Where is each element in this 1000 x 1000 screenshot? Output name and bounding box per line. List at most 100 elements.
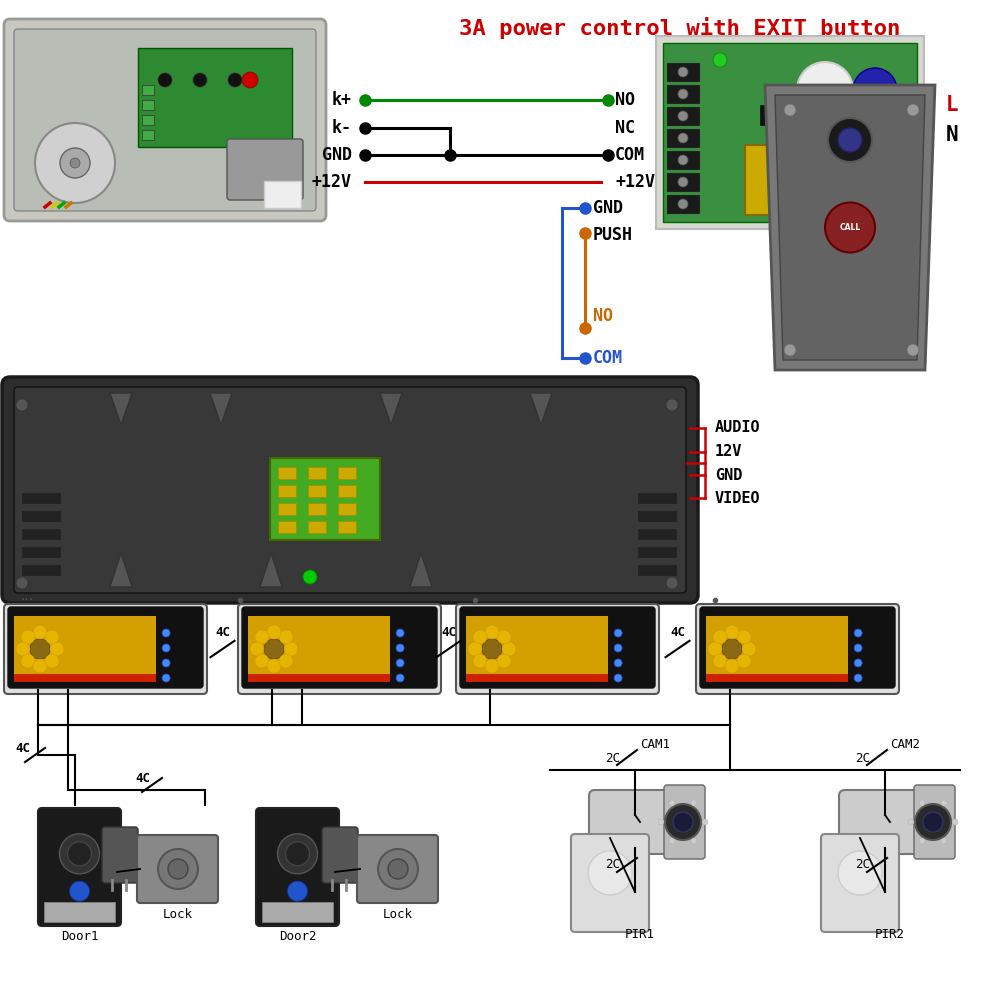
Text: COM: COM: [615, 146, 645, 164]
Circle shape: [828, 118, 872, 162]
Circle shape: [713, 654, 727, 668]
Bar: [638, 493, 676, 503]
Circle shape: [45, 654, 59, 668]
Bar: [142, 115, 154, 125]
Circle shape: [919, 800, 925, 806]
Circle shape: [279, 630, 293, 644]
Text: N: N: [946, 125, 958, 145]
Circle shape: [396, 674, 404, 682]
Text: GND: GND: [322, 146, 352, 164]
Circle shape: [396, 629, 404, 637]
FancyBboxPatch shape: [589, 790, 701, 854]
Text: VIDEO: VIDEO: [715, 491, 761, 506]
Circle shape: [30, 639, 50, 659]
FancyBboxPatch shape: [14, 29, 316, 211]
FancyBboxPatch shape: [357, 835, 438, 903]
Circle shape: [264, 639, 284, 659]
FancyBboxPatch shape: [102, 827, 138, 883]
Circle shape: [45, 630, 59, 644]
Polygon shape: [260, 553, 282, 587]
Bar: [605, 843, 635, 878]
Circle shape: [33, 659, 47, 673]
Text: 4C: 4C: [15, 742, 30, 754]
FancyBboxPatch shape: [227, 139, 303, 200]
Text: 12V: 12V: [715, 444, 742, 460]
Circle shape: [666, 577, 678, 589]
Bar: [308, 485, 326, 497]
Circle shape: [60, 834, 100, 874]
Circle shape: [193, 73, 207, 87]
Circle shape: [303, 570, 317, 584]
FancyBboxPatch shape: [264, 181, 301, 208]
Circle shape: [16, 399, 28, 411]
Text: Lock: Lock: [383, 908, 413, 922]
FancyBboxPatch shape: [138, 48, 292, 147]
Bar: [22, 547, 60, 557]
FancyBboxPatch shape: [137, 835, 218, 903]
Text: 2C: 2C: [605, 858, 620, 871]
Circle shape: [473, 630, 487, 644]
FancyBboxPatch shape: [571, 834, 649, 932]
Bar: [338, 485, 356, 497]
Circle shape: [941, 838, 947, 844]
Text: PIR2: PIR2: [875, 928, 905, 942]
Text: COM: COM: [593, 349, 623, 367]
Circle shape: [854, 659, 862, 667]
Circle shape: [250, 642, 264, 656]
Circle shape: [678, 133, 688, 143]
Circle shape: [614, 674, 622, 682]
Bar: [22, 493, 60, 503]
Circle shape: [50, 642, 64, 656]
Circle shape: [60, 148, 90, 178]
Text: AUDIO: AUDIO: [715, 420, 761, 436]
Circle shape: [70, 881, 90, 901]
FancyBboxPatch shape: [242, 607, 437, 688]
Bar: [466, 616, 608, 680]
Circle shape: [288, 881, 308, 901]
Circle shape: [713, 630, 727, 644]
Circle shape: [678, 111, 688, 121]
Circle shape: [678, 155, 688, 165]
Text: CAM2: CAM2: [890, 738, 920, 752]
Text: GND: GND: [715, 468, 742, 483]
Circle shape: [396, 659, 404, 667]
Text: 2C: 2C: [855, 858, 870, 871]
FancyBboxPatch shape: [238, 604, 441, 694]
Circle shape: [691, 838, 697, 844]
Circle shape: [915, 804, 951, 840]
Circle shape: [68, 842, 92, 866]
Bar: [248, 674, 390, 682]
FancyBboxPatch shape: [2, 377, 698, 603]
Circle shape: [713, 53, 727, 67]
Circle shape: [854, 644, 862, 652]
Bar: [638, 529, 676, 539]
Bar: [142, 85, 154, 95]
Text: NO: NO: [593, 307, 613, 325]
Bar: [760, 105, 790, 125]
Text: 4C: 4C: [670, 626, 685, 639]
Circle shape: [242, 72, 258, 88]
Circle shape: [267, 659, 281, 673]
Circle shape: [742, 642, 756, 656]
Circle shape: [158, 73, 172, 87]
Circle shape: [162, 674, 170, 682]
Circle shape: [666, 399, 678, 411]
Bar: [308, 503, 326, 515]
Bar: [308, 467, 326, 479]
Circle shape: [468, 642, 482, 656]
Text: 2C: 2C: [855, 752, 870, 764]
Circle shape: [482, 639, 502, 659]
Circle shape: [669, 800, 675, 806]
Bar: [22, 529, 60, 539]
FancyBboxPatch shape: [696, 604, 899, 694]
Bar: [667, 63, 699, 81]
Circle shape: [228, 73, 242, 87]
Circle shape: [396, 644, 404, 652]
Bar: [22, 565, 60, 575]
Text: k+: k+: [332, 91, 352, 109]
Circle shape: [678, 177, 688, 187]
Circle shape: [473, 654, 487, 668]
Circle shape: [35, 123, 115, 203]
Bar: [667, 173, 699, 191]
Text: +12V: +12V: [312, 173, 352, 191]
